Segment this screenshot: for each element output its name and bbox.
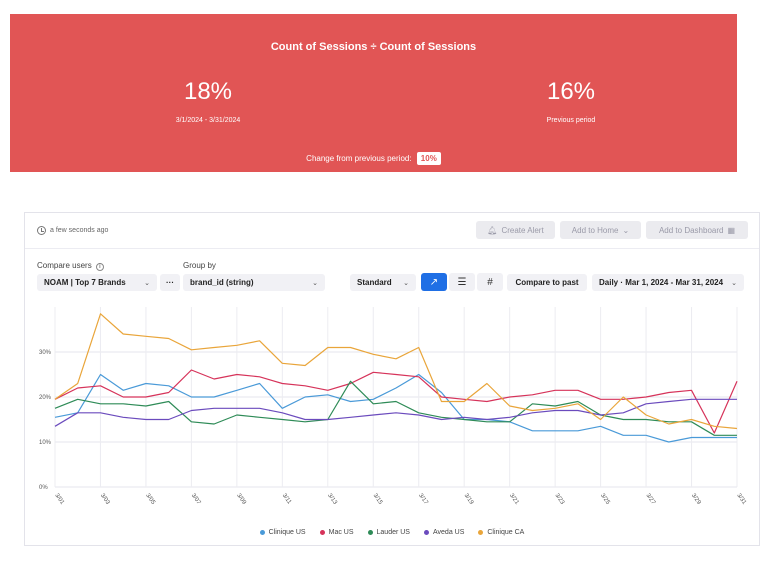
legend-label: Aveda US <box>432 529 465 536</box>
x-tick-label: 3/05 <box>144 493 156 507</box>
chevron-down-icon: ⌄ <box>622 225 630 235</box>
change-row: Change from previous period: 10% <box>10 152 737 165</box>
legend-swatch <box>319 530 325 535</box>
legend-item[interactable]: Lauder US <box>367 529 410 536</box>
timestamp: a few seconds ago <box>37 226 108 235</box>
legend-swatch <box>367 530 373 535</box>
x-tick-label: 3/23 <box>553 493 565 507</box>
compare-users-value: NOAM | Top 7 Brands <box>44 278 126 287</box>
current-value: 18% <box>183 78 233 105</box>
compare-to-past-label: Compare to past <box>515 278 579 287</box>
kpi-card: Count of Sessions ÷ Count of Sessions 18… <box>10 14 737 172</box>
standard-value: Standard <box>357 278 392 287</box>
line-chart: 0% 10% 20% 30% 3/01 3/03 3/05 3/07 3/09 3/11 3/13 3… <box>39 307 747 507</box>
previous-value: 16% <box>546 78 596 105</box>
x-tick-label: 3/15 <box>372 493 384 507</box>
series-line <box>54 313 738 430</box>
create-alert-button[interactable]: 🔔︎ Create Alert <box>476 221 555 239</box>
legend-item[interactable]: Clinique US <box>259 529 306 536</box>
x-tick-label: 3/19 <box>463 493 475 507</box>
y-tick-label: 20% <box>39 395 52 401</box>
legend-label: Lauder US <box>376 529 410 536</box>
hash-icon: # <box>487 276 493 288</box>
info-icon: i <box>95 263 104 271</box>
table-button[interactable]: # <box>477 273 503 291</box>
legend-label: Mac US <box>328 529 354 536</box>
more-options-button[interactable]: ··· <box>160 274 180 291</box>
x-tick-label: 3/11 <box>281 493 293 506</box>
x-tick-label: 3/17 <box>417 493 429 507</box>
current-range: 3/1/2024 - 3/31/2024 <box>175 117 241 124</box>
clock-icon <box>37 226 46 235</box>
compare-users-select[interactable]: NOAM | Top 7 Brands ⌄ <box>37 274 157 291</box>
ellipsis-icon: ··· <box>166 278 174 287</box>
x-tick-label: 3/25 <box>599 493 611 507</box>
legend-swatch <box>259 530 265 535</box>
x-tick-label: 3/01 <box>53 493 65 507</box>
x-tick-label: 3/09 <box>235 493 247 507</box>
standard-select[interactable]: Standard ⌄ <box>350 274 416 291</box>
compare-users-label-text: Compare users <box>37 261 92 270</box>
chevron-down-icon: ⌄ <box>731 279 737 287</box>
x-tick-label: 3/03 <box>99 493 111 507</box>
x-tick-label: 3/29 <box>690 493 702 507</box>
create-alert-label: Create Alert <box>501 225 544 235</box>
series-line <box>54 369 738 434</box>
series-line <box>54 398 737 427</box>
group-by-value: brand_id (string) <box>190 278 254 287</box>
change-badge: 10% <box>416 152 441 165</box>
grid-icon: ▦ <box>727 225 736 235</box>
series-line <box>54 380 737 436</box>
group-by-label: Group by <box>183 261 216 270</box>
add-to-dashboard-button[interactable]: Add to Dashboard ▦ <box>646 221 748 239</box>
x-tick-label: 3/31 <box>735 493 747 507</box>
line-chart-button[interactable]: ↗ <box>421 273 447 291</box>
compare-users-label: Compare users i <box>37 261 104 271</box>
previous-label: Previous period <box>546 117 596 124</box>
y-tick-label: 30% <box>39 350 52 356</box>
y-tick-label: 10% <box>39 440 52 446</box>
legend-item[interactable]: Aveda US <box>423 529 465 536</box>
add-to-home-button[interactable]: Add to Home ⌄ <box>560 221 641 239</box>
panel-header: a few seconds ago 🔔︎ Create Alert Add to… <box>25 213 759 249</box>
x-tick-label: 3/27 <box>644 493 656 507</box>
y-tick-label: 0% <box>39 485 48 491</box>
legend-swatch <box>423 530 429 535</box>
legend-swatch <box>478 530 484 535</box>
bell-icon: 🔔︎ <box>487 225 498 235</box>
add-to-dashboard-label: Add to Dashboard <box>658 225 724 235</box>
legend-item[interactable]: Clinique CA <box>478 529 524 536</box>
legend-item[interactable]: Mac US <box>319 529 354 536</box>
date-range-value: Daily · Mar 1, 2024 - Mar 31, 2024 <box>599 278 724 287</box>
legend-label: Clinique CA <box>487 529 525 536</box>
date-range-select[interactable]: Daily · Mar 1, 2024 - Mar 31, 2024 ⌄ <box>592 274 744 291</box>
series-line <box>54 373 737 443</box>
x-tick-label: 3/21 <box>508 493 520 507</box>
chart-panel: a few seconds ago 🔔︎ Create Alert Add to… <box>24 212 760 546</box>
add-to-home-label: Add to Home <box>571 225 619 235</box>
timestamp-text: a few seconds ago <box>50 227 109 234</box>
change-label: Change from previous period: <box>306 154 412 163</box>
chevron-down-icon: ⌄ <box>312 279 318 287</box>
bar-chart-icon: ☰ <box>457 276 467 288</box>
x-tick-label: 3/07 <box>190 493 202 507</box>
kpi-title: Count of Sessions ÷ Count of Sessions <box>270 41 477 53</box>
chevron-down-icon: ⌄ <box>403 279 409 287</box>
bar-chart-button[interactable]: ☰ <box>449 273 475 291</box>
group-by-select[interactable]: brand_id (string) ⌄ <box>183 274 325 291</box>
compare-to-past-button[interactable]: Compare to past <box>507 274 587 291</box>
chevron-down-icon: ⌄ <box>144 279 150 287</box>
x-tick-label: 3/13 <box>326 493 338 507</box>
legend-label: Clinique US <box>268 529 306 536</box>
line-chart-icon: ↗ <box>429 276 439 288</box>
chart-legend: Clinique US Mac US Lauder US Aveda US Cliniq… <box>25 529 759 536</box>
